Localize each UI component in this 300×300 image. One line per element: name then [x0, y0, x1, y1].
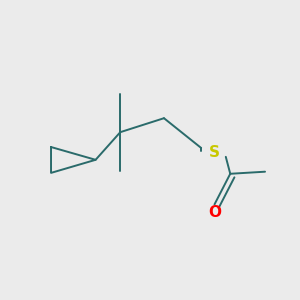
Text: S: S	[209, 146, 220, 160]
Text: O: O	[208, 205, 221, 220]
